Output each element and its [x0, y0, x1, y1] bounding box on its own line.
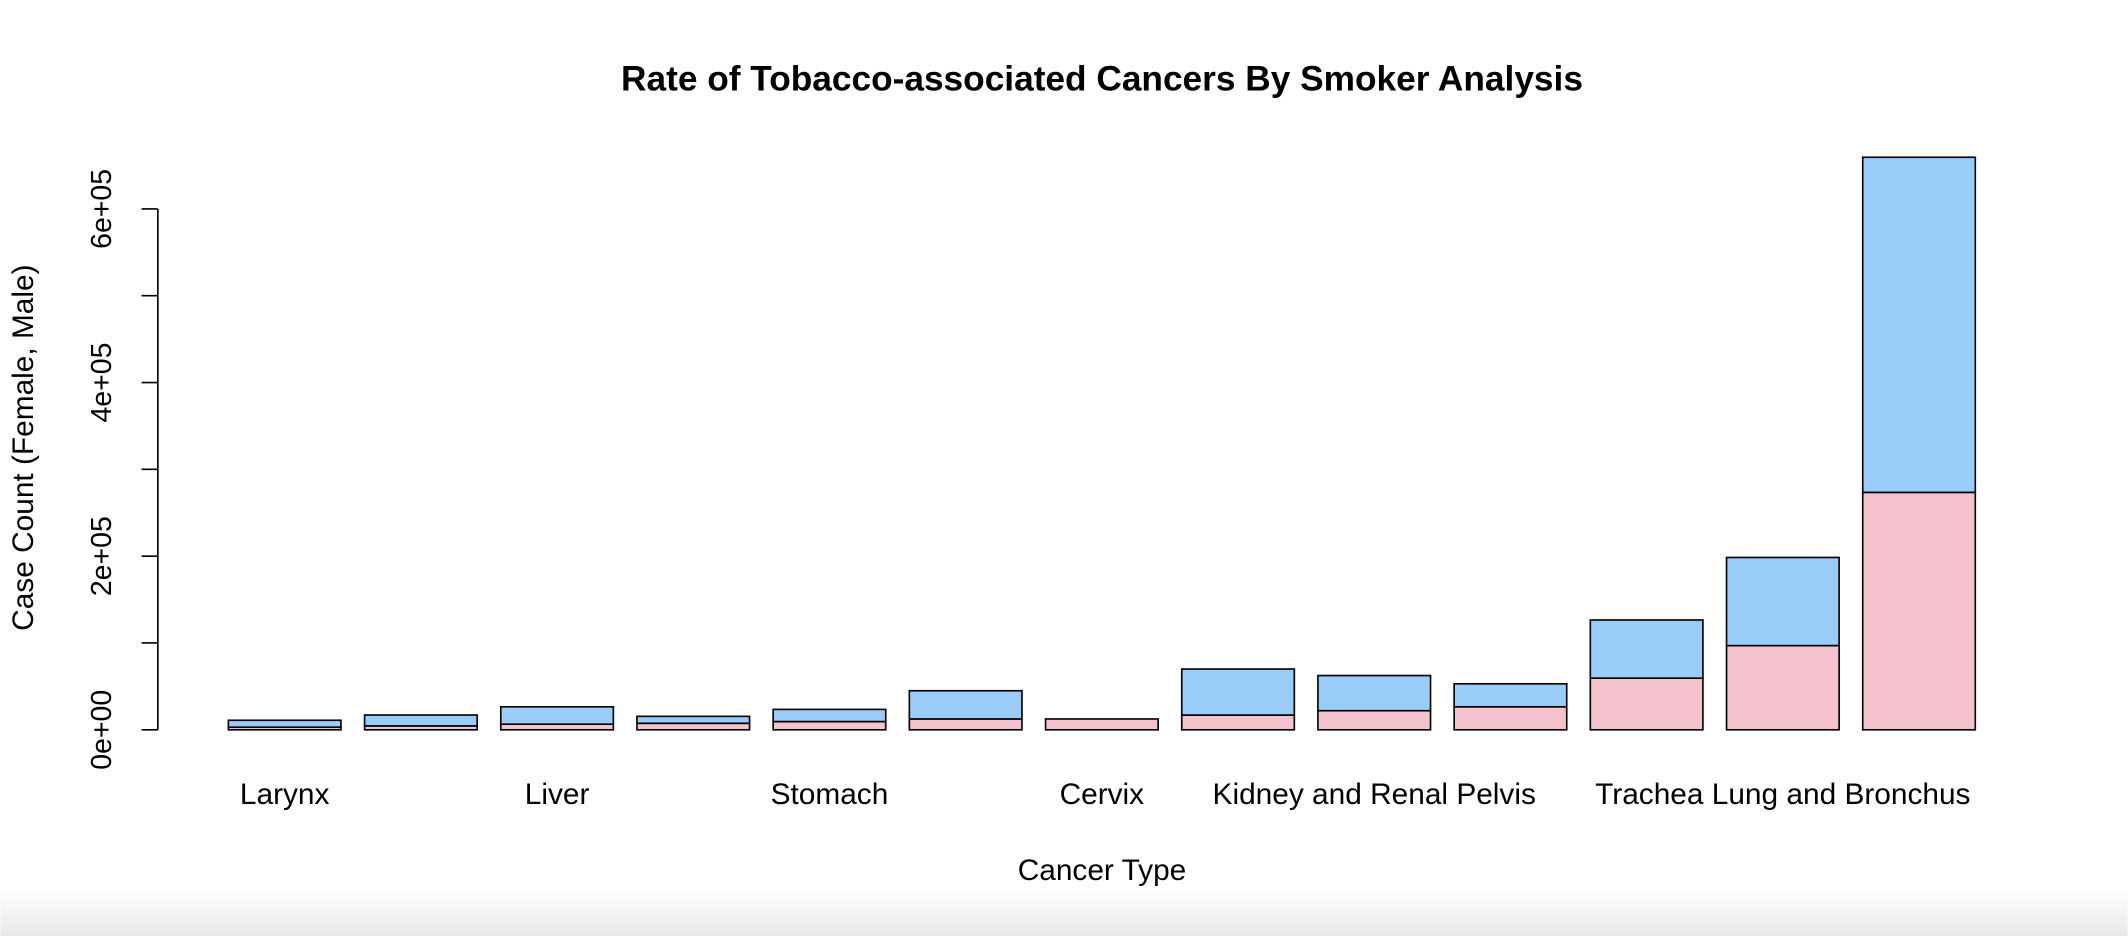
- x-tick-label: Cervix: [1060, 778, 1145, 811]
- bar-segment: [1453, 682, 1568, 708]
- bar-segment: [499, 723, 615, 731]
- bar-segment: [1180, 714, 1296, 731]
- y-tick-label: 0e+00: [86, 690, 118, 770]
- bar-segment: [636, 722, 751, 731]
- bar-segment: [1861, 491, 1977, 731]
- bar-segment: [908, 689, 1023, 720]
- bar-segment: [1589, 677, 1704, 731]
- bar-segment: [772, 708, 887, 723]
- x-axis-label: Cancer Type: [1018, 854, 1187, 887]
- x-tick-label: Liver: [525, 778, 590, 811]
- bar-segment: [1725, 644, 1840, 731]
- x-tick-label: Stomach: [771, 778, 889, 811]
- bar-segment: [1317, 674, 1432, 712]
- bar-segment: [1317, 709, 1432, 731]
- bar-segment: [1589, 619, 1704, 679]
- bar-segment: [363, 714, 478, 727]
- chart-title: Rate of Tobacco-associated Cancers By Sm…: [621, 60, 1583, 99]
- bar-segment: [1453, 705, 1568, 731]
- x-tick-label: Larynx: [240, 778, 330, 811]
- y-tick-label: 4e+05: [86, 343, 118, 423]
- x-tick-label: Trachea Lung and Bronchus: [1595, 778, 1970, 811]
- y-tick-label: 6e+05: [86, 169, 118, 249]
- bar-segment: [636, 715, 751, 725]
- x-tick-label: Kidney and Renal Pelvis: [1213, 778, 1536, 811]
- bar-segment: [1044, 718, 1159, 731]
- bar-segment: [908, 718, 1023, 731]
- y-tick-label: 2e+05: [86, 516, 118, 596]
- bar-segment: [1180, 668, 1296, 716]
- y-axis-label: Case Count (Female, Male): [7, 264, 40, 630]
- bar-segment: [499, 705, 615, 725]
- bar-segment: [1725, 556, 1840, 647]
- bar-segment: [1861, 156, 1977, 494]
- bar-segment: [772, 720, 887, 731]
- bottom-shade: [0, 888, 2128, 936]
- bar-segment: [227, 719, 342, 729]
